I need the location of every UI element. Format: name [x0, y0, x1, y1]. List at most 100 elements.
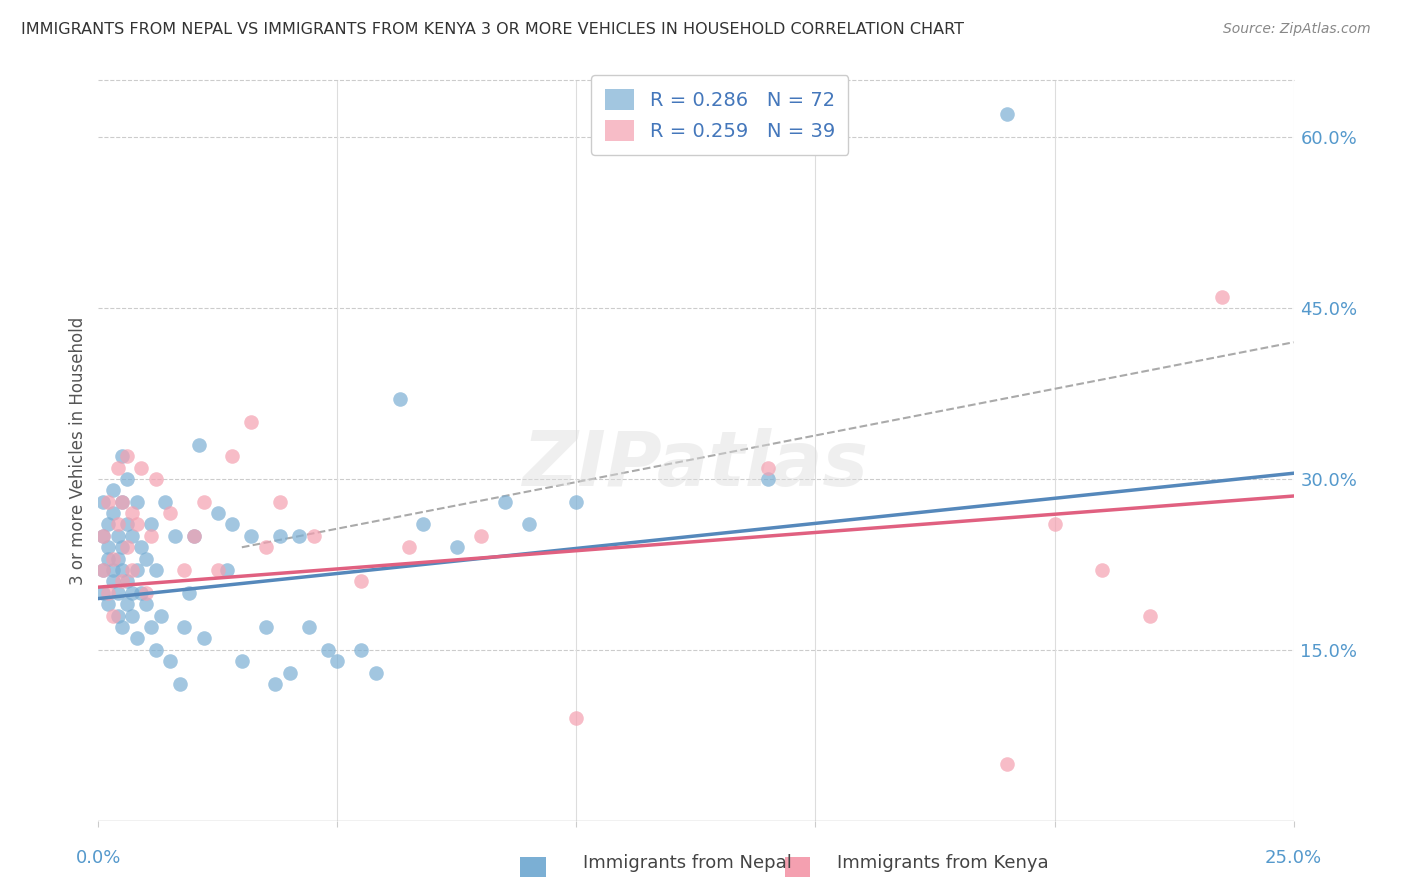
Point [159, 506, 181, 520]
Point [125, 563, 148, 577]
Point [97, 517, 120, 532]
Point [288, 529, 311, 543]
Point [995, 107, 1018, 121]
Point [364, 665, 387, 680]
Point [121, 608, 143, 623]
Point [97, 494, 120, 508]
Point [217, 563, 239, 577]
Point [159, 654, 181, 668]
Point [91, 563, 114, 577]
Point [269, 529, 291, 543]
Point [115, 541, 138, 555]
Point [107, 529, 129, 543]
Point [131, 460, 153, 475]
Legend: R = 0.286   N = 72, R = 0.259   N = 39: R = 0.286 N = 72, R = 0.259 N = 39 [592, 75, 848, 154]
Point [565, 711, 588, 725]
Text: Immigrants from Kenya: Immigrants from Kenya [837, 855, 1049, 872]
Point [207, 563, 229, 577]
Point [316, 642, 339, 657]
Point [145, 642, 167, 657]
Point [101, 551, 124, 566]
Point [135, 586, 157, 600]
Text: 25.0%: 25.0% [1265, 849, 1322, 867]
Text: IMMIGRANTS FROM NEPAL VS IMMIGRANTS FROM KENYA 3 OR MORE VEHICLES IN HOUSEHOLD C: IMMIGRANTS FROM NEPAL VS IMMIGRANTS FROM… [21, 22, 965, 37]
Text: ZIPatlas: ZIPatlas [523, 428, 869, 502]
Point [111, 494, 134, 508]
Point [111, 620, 134, 634]
Point [187, 438, 209, 452]
Point [193, 494, 215, 508]
Point [97, 586, 120, 600]
Point [155, 494, 177, 508]
Point [269, 494, 291, 508]
Text: Immigrants from Nepal: Immigrants from Nepal [583, 855, 793, 872]
Point [139, 620, 162, 634]
Point [145, 472, 167, 486]
Point [101, 608, 124, 623]
Point [264, 677, 287, 691]
Point [107, 551, 129, 566]
Point [756, 472, 779, 486]
Point [169, 677, 191, 691]
Point [254, 620, 277, 634]
Point [1043, 517, 1066, 532]
Point [350, 574, 373, 589]
Point [135, 551, 157, 566]
Point [121, 529, 143, 543]
Point [350, 642, 373, 657]
Point [240, 529, 263, 543]
Point [91, 529, 114, 543]
Point [298, 620, 321, 634]
Point [97, 551, 120, 566]
Point [107, 460, 129, 475]
Point [173, 620, 195, 634]
Point [125, 632, 148, 646]
Point [221, 517, 243, 532]
Point [121, 563, 143, 577]
Point [111, 494, 134, 508]
Point [111, 574, 134, 589]
Point [565, 494, 588, 508]
Point [278, 665, 301, 680]
Point [254, 541, 277, 555]
Point [135, 597, 157, 611]
Point [139, 529, 162, 543]
Text: 0.0%: 0.0% [76, 849, 121, 867]
Point [1139, 608, 1161, 623]
Point [398, 541, 420, 555]
Point [412, 517, 434, 532]
Point [231, 654, 253, 668]
Point [111, 541, 134, 555]
Point [221, 449, 243, 463]
Point [107, 517, 129, 532]
Point [115, 517, 138, 532]
Point [183, 529, 205, 543]
Point [139, 517, 162, 532]
Point [115, 472, 138, 486]
Point [101, 506, 124, 520]
Point [145, 563, 167, 577]
Text: Source: ZipAtlas.com: Source: ZipAtlas.com [1223, 22, 1371, 37]
Point [115, 574, 138, 589]
Point [494, 494, 516, 508]
Point [97, 597, 120, 611]
Point [91, 494, 114, 508]
Point [183, 529, 205, 543]
Point [163, 529, 186, 543]
Point [91, 563, 114, 577]
Point [446, 541, 468, 555]
Point [302, 529, 325, 543]
Point [115, 449, 138, 463]
Y-axis label: 3 or more Vehicles in Household: 3 or more Vehicles in Household [69, 317, 87, 584]
Point [1211, 290, 1233, 304]
Point [97, 541, 120, 555]
Point [125, 517, 148, 532]
Point [101, 483, 124, 498]
Point [470, 529, 492, 543]
Point [91, 586, 114, 600]
Point [1091, 563, 1114, 577]
Point [173, 563, 195, 577]
Point [91, 529, 114, 543]
Point [388, 392, 411, 407]
Point [115, 597, 138, 611]
